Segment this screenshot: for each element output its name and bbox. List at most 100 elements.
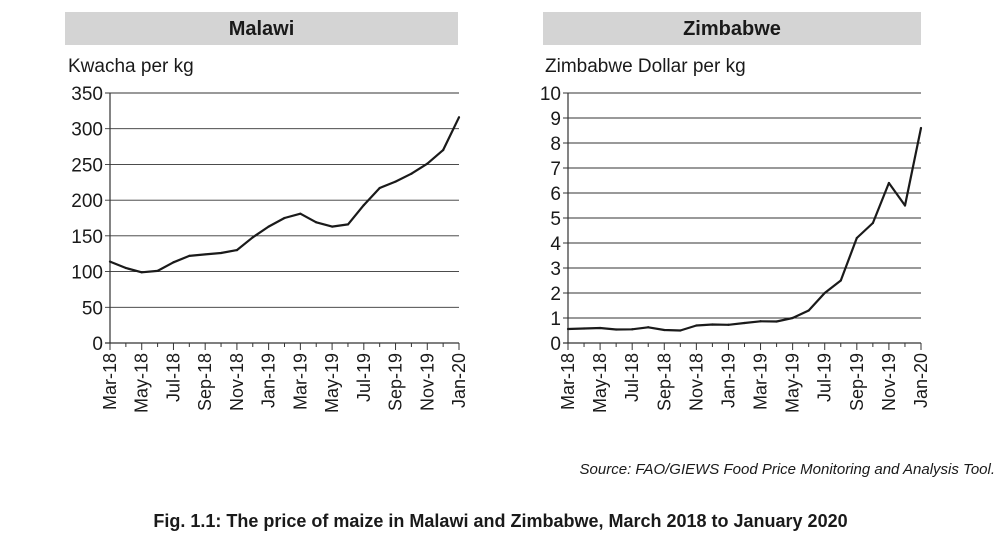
y-tick-label: 50 bbox=[82, 298, 103, 319]
x-tick-label: Jan-19 bbox=[259, 353, 279, 408]
price-series-line bbox=[567, 127, 923, 332]
data-point bbox=[919, 126, 923, 130]
data-point bbox=[598, 326, 602, 330]
data-point bbox=[108, 260, 112, 263]
price-series-line bbox=[109, 116, 460, 274]
y-tick-label: 1 bbox=[550, 309, 561, 330]
y-tick-label: 6 bbox=[550, 184, 561, 205]
data-point bbox=[839, 279, 842, 282]
y-tick-label: 3 bbox=[550, 259, 561, 280]
y-tick-label: 150 bbox=[71, 227, 103, 248]
data-point bbox=[346, 223, 350, 226]
data-point bbox=[775, 320, 778, 323]
data-point bbox=[315, 221, 318, 224]
data-point bbox=[283, 216, 286, 220]
malawi-chart-panel: Malawi Kwacha per kg 0 50 100 150 200 250 300 3… bbox=[65, 12, 469, 442]
data-point bbox=[219, 251, 223, 255]
x-tick-label: Jan-20 bbox=[911, 353, 931, 408]
y-tick-label: 9 bbox=[550, 109, 561, 130]
data-point bbox=[759, 320, 762, 323]
x-tick-label: Nov-19 bbox=[879, 353, 899, 411]
data-point bbox=[615, 328, 618, 331]
y-tick-label: 300 bbox=[71, 120, 103, 141]
data-point bbox=[711, 323, 714, 326]
data-point bbox=[647, 326, 650, 329]
x-tick-label: Nov-18 bbox=[227, 353, 247, 411]
data-point bbox=[394, 180, 397, 183]
data-point bbox=[204, 253, 207, 256]
data-point bbox=[362, 204, 365, 207]
data-point bbox=[330, 225, 334, 228]
malawi-line-chart: 0 50 100 150 200 250 300 350 Mar-18 May-18 Jul-18 S… bbox=[71, 84, 469, 413]
data-point bbox=[807, 309, 810, 312]
data-point bbox=[823, 291, 826, 295]
x-tick-label: May-19 bbox=[322, 353, 342, 413]
x-tick-label: Jan-20 bbox=[449, 353, 469, 408]
x-tick-label: Mar-19 bbox=[290, 353, 310, 410]
data-point bbox=[140, 271, 143, 274]
y-axis-unit-label: Kwacha per kg bbox=[68, 56, 194, 77]
data-point bbox=[457, 116, 461, 119]
x-tick-label: Sep-18 bbox=[654, 353, 674, 411]
x-tick-label: Mar-19 bbox=[751, 353, 771, 410]
data-point bbox=[124, 266, 127, 270]
zimbabwe-line-chart: 0 1 2 3 4 5 6 7 8 9 10 Mar-18 May-18 Jul-18 Sep-18 Nov-… bbox=[540, 84, 931, 413]
data-point bbox=[442, 149, 445, 152]
y-tick-label: 2 bbox=[550, 284, 561, 305]
data-point bbox=[299, 212, 302, 215]
y-tick-label: 200 bbox=[71, 191, 103, 212]
figure-caption: Fig. 1.1: The price of maize in Malawi a… bbox=[153, 511, 848, 531]
data-point bbox=[791, 316, 794, 320]
data-point bbox=[887, 181, 891, 185]
y-tick-label: 350 bbox=[71, 84, 103, 105]
x-tick-label: May-18 bbox=[590, 353, 610, 413]
x-tick-label: Nov-19 bbox=[417, 353, 437, 411]
data-point bbox=[903, 204, 907, 207]
data-point bbox=[695, 324, 698, 327]
data-point bbox=[582, 327, 586, 330]
x-tick-label: Jul-19 bbox=[354, 353, 374, 402]
x-tick-label: Mar-18 bbox=[558, 353, 578, 410]
x-tick-label: Sep-19 bbox=[847, 353, 867, 411]
data-point bbox=[188, 254, 191, 257]
data-point bbox=[172, 261, 175, 264]
y-tick-label: 7 bbox=[550, 159, 561, 180]
y-tick-label: 0 bbox=[92, 334, 103, 355]
data-point bbox=[743, 321, 746, 325]
zimbabwe-chart-panel: Zimbabwe Zimbabwe Dollar per kg 0 1 2 3 4 5 6 7… bbox=[540, 12, 943, 442]
chart-title: Zimbabwe bbox=[543, 12, 921, 45]
data-point bbox=[426, 162, 429, 165]
x-tick-label: May-19 bbox=[783, 353, 803, 413]
data-point bbox=[378, 186, 381, 190]
y-tick-label: 4 bbox=[550, 234, 561, 255]
data-point bbox=[235, 249, 239, 252]
data-point bbox=[855, 236, 858, 240]
y-tick-label: 5 bbox=[550, 209, 561, 230]
x-tick-label: Jul-18 bbox=[163, 353, 183, 402]
x-tick-label: Jan-19 bbox=[718, 353, 738, 408]
data-point bbox=[267, 225, 270, 228]
source-note: Source: FAO/GIEWS Food Price Monitoring … bbox=[579, 461, 995, 478]
data-point bbox=[251, 236, 254, 239]
data-point bbox=[679, 329, 682, 332]
x-tick-label: May-18 bbox=[132, 353, 152, 413]
data-point bbox=[410, 172, 413, 175]
y-tick-label: 100 bbox=[71, 263, 103, 284]
x-tick-label: Nov-18 bbox=[686, 353, 706, 411]
x-tick-label: Jul-19 bbox=[815, 353, 835, 402]
data-point bbox=[727, 323, 730, 326]
data-point bbox=[871, 221, 874, 225]
y-tick-label: 8 bbox=[550, 134, 561, 155]
y-tick-label: 250 bbox=[71, 155, 103, 176]
x-tick-label: Jul-18 bbox=[622, 353, 642, 402]
data-point bbox=[663, 328, 666, 332]
y-tick-label: 10 bbox=[540, 84, 561, 105]
x-tick-label: Mar-18 bbox=[100, 353, 120, 410]
x-tick-label: Sep-18 bbox=[195, 353, 215, 411]
y-tick-label: 0 bbox=[550, 334, 561, 355]
y-axis-unit-label: Zimbabwe Dollar per kg bbox=[545, 56, 746, 77]
x-tick-label: Sep-19 bbox=[386, 353, 406, 411]
data-point bbox=[631, 328, 634, 331]
chart-title: Malawi bbox=[65, 12, 458, 45]
data-point bbox=[156, 269, 159, 272]
